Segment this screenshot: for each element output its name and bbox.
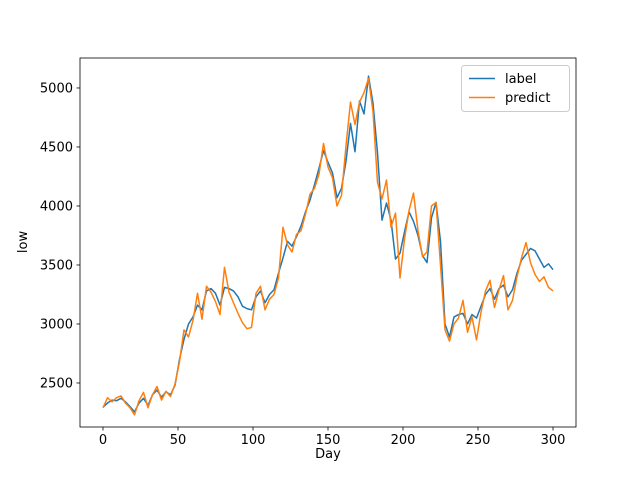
x-tick-label: 200	[391, 433, 416, 448]
y-tick-label: 3000	[40, 317, 73, 332]
y-tick-label: 5000	[40, 81, 73, 96]
x-axis-label: Day	[315, 447, 341, 462]
x-tick-label: 50	[170, 433, 187, 448]
legend-predict-text: predict	[505, 91, 550, 106]
x-tick-label: 0	[99, 433, 107, 448]
y-tick-label: 4000	[40, 199, 73, 214]
y-tick-label: 4500	[40, 140, 73, 155]
x-tick-label: 300	[541, 433, 566, 448]
x-tick-label: 150	[316, 433, 341, 448]
legend-box	[461, 65, 570, 112]
y-tick-label: 3500	[40, 258, 73, 273]
plot-area	[79, 57, 577, 428]
y-axis-label: low	[16, 231, 31, 254]
x-axis-ticks: 0 50 100 150 200 250 300	[99, 427, 566, 448]
x-tick-label: 100	[241, 433, 266, 448]
series-predict-line	[102, 77, 554, 416]
legend: label predict	[461, 65, 570, 112]
y-tick-label: 2500	[40, 376, 73, 391]
x-tick-label: 250	[466, 433, 491, 448]
legend-label-text: label	[505, 72, 536, 87]
y-axis-ticks: 2500 3000 3500 4000 4500 5000	[40, 81, 80, 391]
